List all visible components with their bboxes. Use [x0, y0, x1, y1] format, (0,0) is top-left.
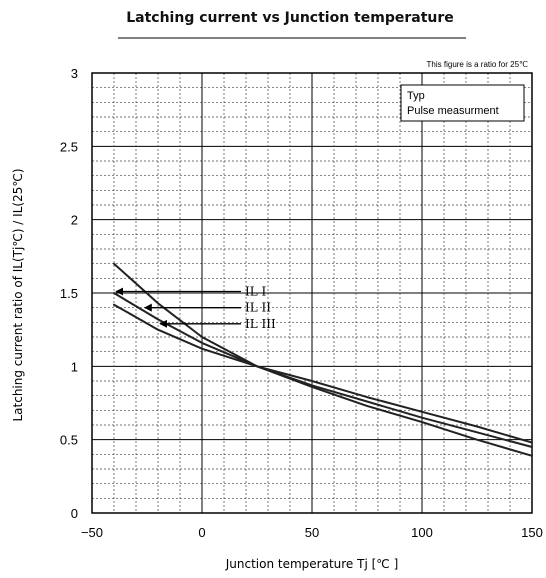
y-tick-label: 2.5: [60, 139, 78, 154]
series-line-3: [113, 303, 533, 444]
annotations: IL I IL II IL III: [115, 285, 276, 331]
y-tick-label: 0: [71, 506, 78, 521]
series-line-2: [113, 292, 533, 457]
x-axis-ticks: −50 0 50 100 150: [81, 525, 543, 540]
y-tick-label: 2: [71, 213, 78, 228]
legend-line-2: Pulse measurment: [407, 105, 499, 117]
y-tick-label: 1: [71, 359, 78, 374]
annotation-label-1: IL I: [245, 285, 267, 299]
y-tick-label: 0.5: [60, 433, 78, 448]
y-axis-ticks: 0 0.5 1 1.5 2 2.5 3: [60, 66, 78, 521]
y-tick-label: 3: [71, 66, 78, 81]
legend-frame: [400, 84, 525, 122]
y-axis-label: Latching current ratio of IL(Tj℃) / IL(2…: [11, 168, 25, 421]
x-axis-label: Junction temperature Tj [℃ ]: [225, 557, 399, 571]
legend-line-1: Typ: [407, 90, 425, 102]
grid: [92, 73, 532, 513]
x-tick-label: −50: [81, 525, 103, 540]
legend-box: Typ Pulse measurment: [400, 84, 525, 122]
annotation-label-2: IL II: [245, 301, 271, 315]
chart-title: Latching current vs Junction temperature: [126, 10, 454, 26]
x-tick-label: 100: [411, 525, 433, 540]
x-tick-label: 50: [305, 525, 319, 540]
x-tick-label: 0: [198, 525, 205, 540]
ratio-note: This figure is a ratio for 25℃: [427, 60, 528, 69]
annotation-label-3: IL III: [245, 317, 276, 331]
series-group: [113, 262, 533, 457]
x-tick-label: 150: [521, 525, 543, 540]
series-line-1: [113, 262, 533, 448]
y-tick-label: 1.5: [60, 286, 78, 301]
plot-frame: [91, 72, 533, 514]
